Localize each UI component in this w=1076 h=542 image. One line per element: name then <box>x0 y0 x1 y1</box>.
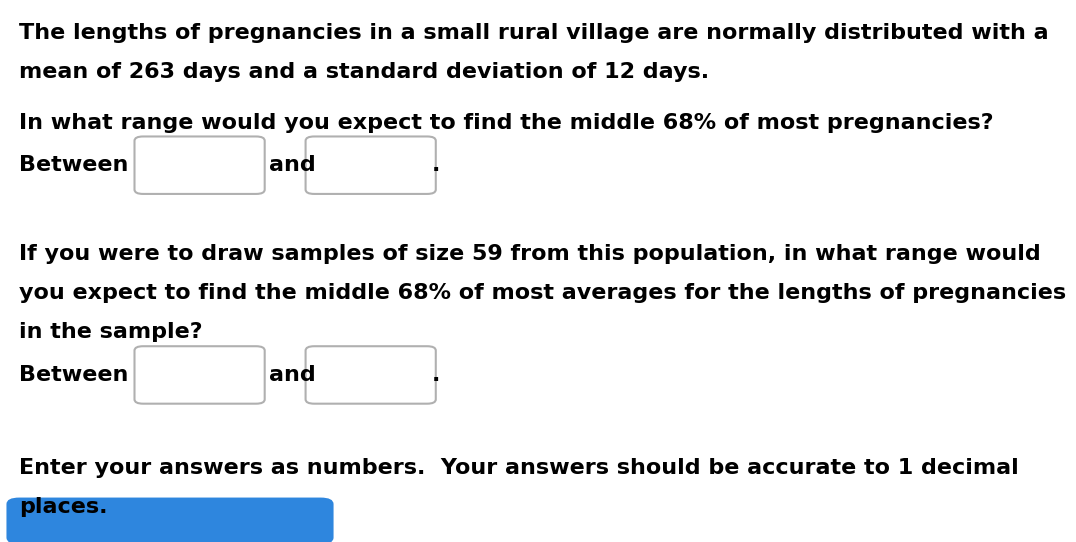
Text: If you were to draw samples of size 59 from this population, in what range would: If you were to draw samples of size 59 f… <box>19 244 1042 264</box>
FancyBboxPatch shape <box>134 346 265 404</box>
Text: in the sample?: in the sample? <box>19 322 203 343</box>
Text: places.: places. <box>19 497 108 517</box>
Text: The lengths of pregnancies in a small rural village are normally distributed wit: The lengths of pregnancies in a small ru… <box>19 23 1049 43</box>
Text: .: . <box>431 365 440 385</box>
FancyBboxPatch shape <box>306 346 436 404</box>
Text: Enter your answers as numbers.  Your answers should be accurate to 1 decimal: Enter your answers as numbers. Your answ… <box>19 458 1019 478</box>
Text: and: and <box>269 365 315 385</box>
Text: Between: Between <box>19 365 129 385</box>
Text: In what range would you expect to find the middle 68% of most pregnancies?: In what range would you expect to find t… <box>19 113 994 133</box>
Text: you expect to find the middle 68% of most averages for the lengths of pregnancie: you expect to find the middle 68% of mos… <box>19 283 1066 304</box>
Text: Between: Between <box>19 155 129 175</box>
FancyBboxPatch shape <box>306 137 436 194</box>
FancyBboxPatch shape <box>134 137 265 194</box>
Text: mean of 263 days and a standard deviation of 12 days.: mean of 263 days and a standard deviatio… <box>19 62 709 82</box>
FancyBboxPatch shape <box>6 498 334 542</box>
Text: and: and <box>269 155 315 175</box>
Text: .: . <box>431 155 440 175</box>
